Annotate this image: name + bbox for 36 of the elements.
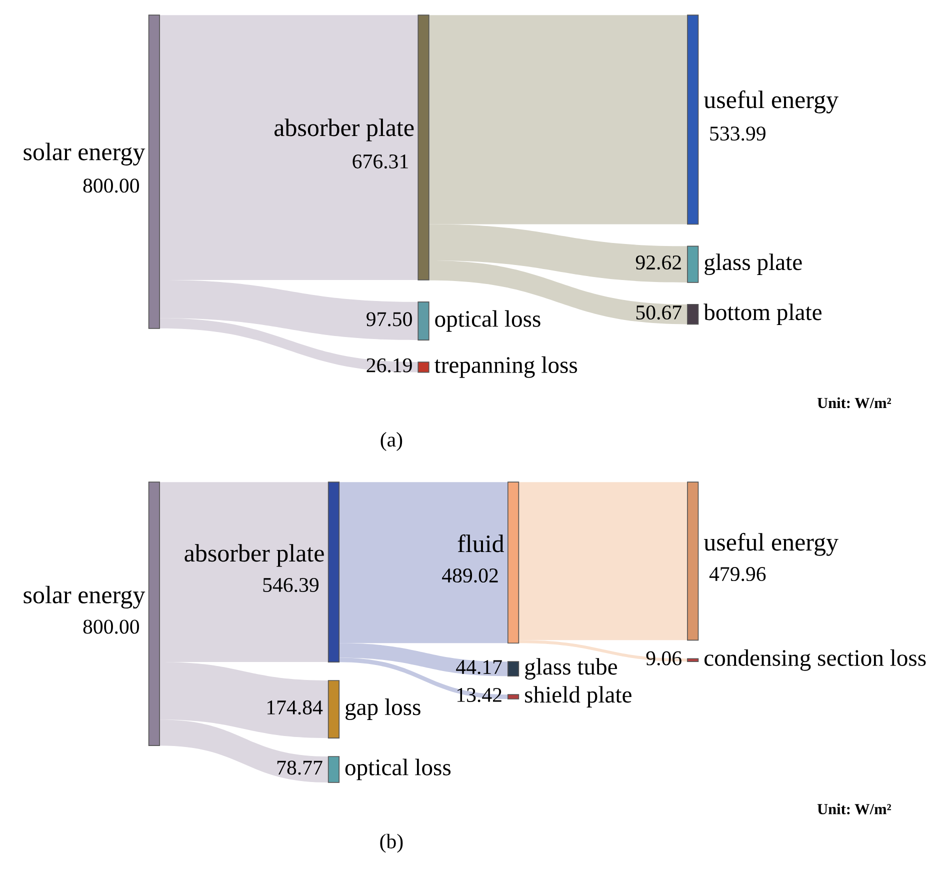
data-label: 97.50 [366,312,412,326]
category-label: shield plate [525,686,632,708]
data-label: 78.77 [277,760,322,775]
category-label: trepanning loss [434,356,578,378]
category-label: solar energy [24,142,146,166]
category-label: absorber plate [184,544,324,567]
text: Unit: W/m² [817,804,892,814]
data-label: 676.31 [352,154,408,169]
text: Unit: W/m² [817,397,892,408]
data-label: 800.00 [83,620,140,634]
data-label: 92.62 [636,256,681,270]
data-label: 489.02 [442,568,498,583]
category-label: solar energy [24,586,146,609]
text: (a) [380,432,402,451]
data-label: 546.39 [263,578,319,592]
category-label: condensing section loss [704,649,926,671]
category-label: absorber plate [274,118,414,142]
data-label: 174.84 [267,700,323,715]
category-label: optical loss [345,758,451,780]
data-label: 13.42 [457,688,502,702]
data-label: 533.99 [710,126,766,141]
text: (b) [380,834,403,853]
data-label: 479.96 [709,567,766,582]
category-label: glass tube [525,658,618,680]
category-label: optical loss [435,310,540,332]
data-label: 800.00 [83,178,140,193]
category-label: glass plate [704,254,802,276]
category-label: fluid [458,534,504,552]
category-label: useful energy [704,532,838,556]
data-label: 44.17 [456,660,502,674]
data-label: 26.19 [366,358,412,372]
data-label: 50.67 [636,305,682,320]
category-label: gap loss [346,698,420,720]
category-label: bottom plate [704,304,822,326]
data-label: 9.06 [646,651,682,666]
category-label: useful energy [704,90,838,114]
